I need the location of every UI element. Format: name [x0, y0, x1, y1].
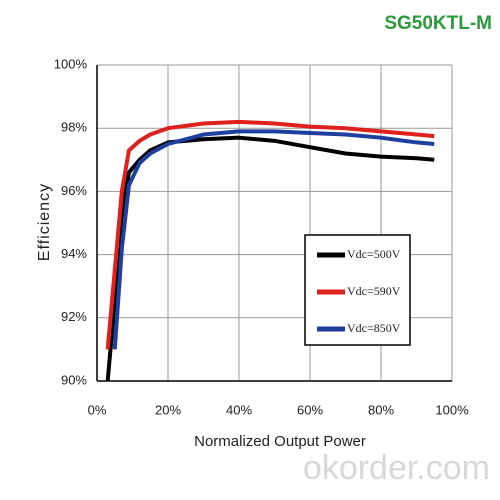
y-tick-label: 98% — [61, 120, 87, 135]
x-tick-label: 100% — [435, 402, 469, 417]
series-line — [105, 135, 435, 381]
y-tick-label: 90% — [61, 372, 87, 387]
y-axis-label: Efficiency — [36, 183, 53, 261]
watermark: okorder.com — [303, 449, 490, 487]
x-tick-label: 40% — [226, 402, 252, 417]
x-tick-label: 60% — [297, 402, 323, 417]
y-tick-label: 96% — [61, 183, 87, 198]
x-tick-label: 0% — [88, 402, 107, 417]
legend-label: Vdc=850V — [347, 321, 401, 335]
x-tick-label: 20% — [155, 402, 181, 417]
y-tick-label: 94% — [61, 246, 87, 261]
chart-title: SG50KTL-M — [384, 13, 492, 34]
y-tick-label: 92% — [61, 309, 87, 324]
y-tick-label: 100% — [54, 56, 88, 71]
legend-label: Vdc=590V — [347, 284, 401, 298]
legend-label: Vdc=500V — [347, 247, 401, 261]
series-line — [105, 119, 435, 350]
x-tick-label: 80% — [368, 402, 394, 417]
x-axis-label: Normalized Output Power — [194, 433, 366, 450]
series-line — [112, 129, 435, 350]
